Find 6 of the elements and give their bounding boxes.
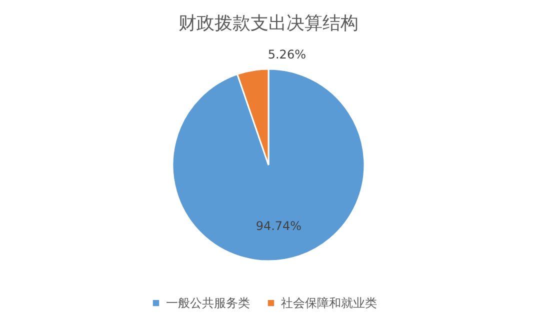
legend-label: 一般公共服务类 [166,296,250,310]
chart-title: 财政拨款支出决算结构 [178,13,358,34]
data-label: 94.74% [256,219,302,234]
legend-label: 社会保障和就业类 [281,296,377,310]
data-label: 5.26% [268,48,306,62]
pie-slice [172,68,366,262]
